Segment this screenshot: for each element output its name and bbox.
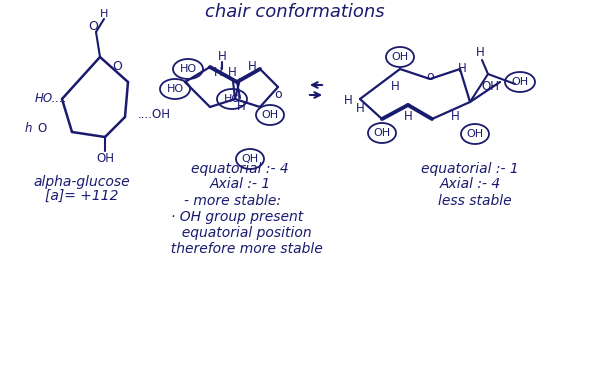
Text: H: H — [237, 100, 245, 112]
Text: ....OH: ....OH — [138, 109, 171, 121]
Text: H: H — [228, 66, 236, 80]
Text: Axial :- 4: Axial :- 4 — [439, 177, 501, 191]
Text: OH: OH — [242, 154, 259, 164]
Text: equatorial position: equatorial position — [173, 226, 311, 240]
Text: OH: OH — [466, 129, 484, 139]
Text: H: H — [214, 66, 223, 78]
Text: OH: OH — [511, 77, 529, 87]
Text: OH: OH — [96, 153, 114, 166]
Text: alpha-glucose: alpha-glucose — [34, 175, 130, 189]
Text: HO: HO — [223, 94, 240, 104]
Text: therefore more stable: therefore more stable — [162, 242, 323, 256]
Text: OH: OH — [374, 128, 391, 138]
Text: HO: HO — [166, 84, 184, 94]
Text: - more stable:: - more stable: — [184, 194, 281, 208]
Text: o: o — [426, 70, 434, 83]
Text: H: H — [458, 63, 466, 75]
Text: H: H — [356, 103, 364, 115]
Text: HO....: HO.... — [35, 92, 67, 106]
Text: H: H — [475, 46, 484, 58]
Text: Axial :- 1: Axial :- 1 — [210, 177, 271, 191]
Text: H: H — [451, 110, 459, 124]
Text: H: H — [218, 51, 226, 63]
Text: H: H — [100, 9, 108, 19]
Text: H: H — [247, 60, 256, 72]
Text: OH: OH — [481, 81, 499, 93]
Text: chair conformations: chair conformations — [205, 3, 385, 21]
Text: OH: OH — [391, 52, 408, 62]
Text: O: O — [88, 20, 98, 32]
Text: HO: HO — [179, 64, 197, 74]
Text: O: O — [37, 123, 47, 135]
Text: equatorial :- 4: equatorial :- 4 — [191, 162, 289, 176]
Text: less stable: less stable — [438, 194, 512, 208]
Text: H: H — [343, 93, 352, 106]
Text: OH: OH — [262, 110, 279, 120]
Text: [a]= +112: [a]= +112 — [45, 189, 119, 203]
Text: equatorial :- 1: equatorial :- 1 — [421, 162, 519, 176]
Text: H: H — [391, 81, 400, 93]
Text: · OH group present: · OH group present — [171, 210, 303, 224]
Text: h: h — [24, 123, 32, 135]
Text: O: O — [112, 60, 122, 74]
Text: o: o — [274, 89, 282, 101]
Text: H: H — [404, 110, 413, 124]
